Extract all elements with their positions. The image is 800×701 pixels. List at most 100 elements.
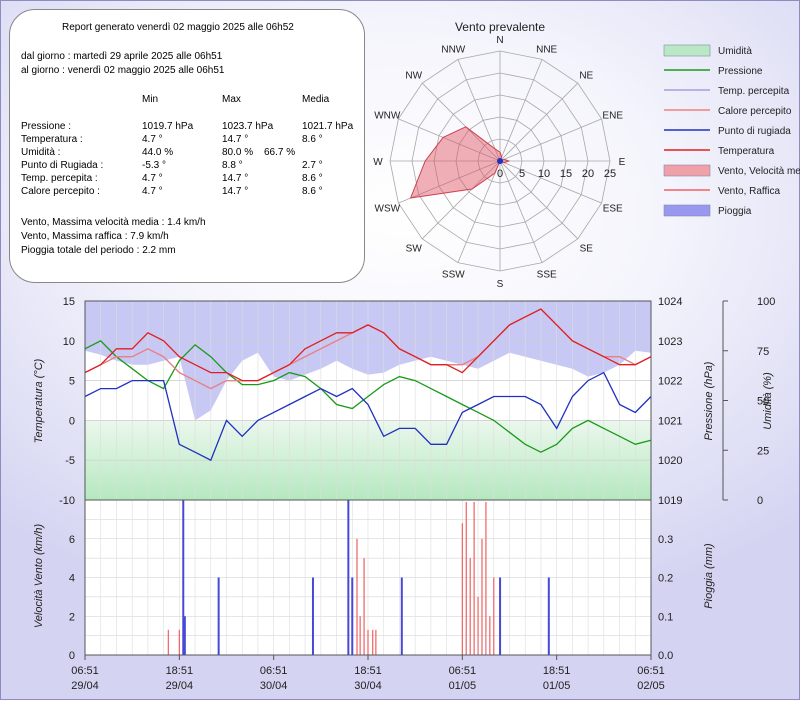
wind-rose-spoke xyxy=(421,82,501,162)
rain-tick-label: 0.3 xyxy=(658,534,673,546)
stats-row-label: Temperatura : xyxy=(21,134,83,145)
y-tick-label: 10 xyxy=(63,336,75,348)
stats-row-max: 80.0 % xyxy=(222,147,254,158)
x-tick-time: 06:51 xyxy=(449,665,477,677)
legend-label: Pioggia xyxy=(718,206,752,217)
wind-direction-label: W xyxy=(373,157,383,168)
legend-label: Umidità xyxy=(718,46,752,57)
stats-row-label: Umidità : xyxy=(21,147,61,158)
stats-row-label: Pressione : xyxy=(21,121,72,132)
x-tick-time: 06:51 xyxy=(637,665,665,677)
series-line xyxy=(84,371,652,462)
humidity-tick-label: 25 xyxy=(757,445,769,457)
wind-rose-scale-label: 20 xyxy=(582,168,594,180)
wind-rain-chart: 6 4 2 0 0.3 0.2 0.1 0.0 Velocità Vento (km/h) Pio… xyxy=(33,499,715,692)
wind-rose-title: Vento prevalente xyxy=(455,20,545,34)
legend-label: Pressione xyxy=(718,66,763,77)
legend-label: Temp. percepita xyxy=(718,86,790,97)
x-tick-time: 18:51 xyxy=(166,665,194,677)
y-tick-label: 15 xyxy=(63,296,75,308)
y-axis-label: Velocità Vento (km/h) xyxy=(33,523,45,628)
pressure-tick-label: 1020 xyxy=(658,455,682,467)
x-tick-time: 18:51 xyxy=(354,665,382,677)
y-tick-label: 4 xyxy=(69,573,75,585)
legend-swatch xyxy=(663,204,711,217)
stats-row-max: 14.7 ° xyxy=(222,134,249,145)
stats-row-max: 1023.7 hPa xyxy=(222,121,274,132)
stats-row-avg: 2.7 ° xyxy=(302,160,323,171)
wind-rose-spoke xyxy=(457,160,501,263)
wind-direction-label: NNW xyxy=(441,44,465,55)
max-wind-gust: Vento, Massima raffica : 7.9 km/h xyxy=(21,231,169,242)
col-header-avg: Media xyxy=(302,94,330,105)
stats-row-avg: 1021.7 hPa xyxy=(302,121,354,132)
wind-direction-label: SSE xyxy=(537,270,557,281)
wind-rose-center-dot xyxy=(497,158,503,164)
x-tick-time: 18:51 xyxy=(543,665,571,677)
wind-direction-label: N xyxy=(496,35,503,46)
report-title: Report generato venerdì 02 maggio 2025 a… xyxy=(62,22,294,33)
stats-row-label: Temp. percepita : xyxy=(21,173,98,184)
pressure-tick-label: 1021 xyxy=(658,415,682,427)
wind-direction-label: SSW xyxy=(442,270,465,281)
wind-direction-label: E xyxy=(619,157,626,168)
x-tick-date: 29/04 xyxy=(166,680,194,692)
stats-row-min: 4.7 ° xyxy=(142,134,163,145)
legend: Umidità Pressione Temp. percepita Calore pe… xyxy=(663,44,800,217)
wind-direction-label: NW xyxy=(405,71,422,82)
total-rain: Pioggia totale del periodo : 2.2 mm xyxy=(21,245,176,256)
rain-tick-label: 0.1 xyxy=(658,611,673,623)
pressure-tick-label: 1022 xyxy=(658,376,682,388)
wind-rose-spoke xyxy=(398,118,501,162)
wind-rose-spoke xyxy=(398,160,501,204)
humidity-tick-label: 100 xyxy=(757,296,775,308)
wind-direction-label: WSW xyxy=(375,204,401,215)
pressure-axis-label: Pressione (hPa) xyxy=(703,361,715,440)
legend-label: Temperatura xyxy=(718,146,775,157)
wind-direction-label: SE xyxy=(580,243,594,254)
stats-row-avg: 8.6 ° xyxy=(302,186,323,197)
legend-swatch xyxy=(663,164,711,177)
max-avg-wind-speed: Vento, Massima velocità media : 1.4 km/h xyxy=(21,217,206,228)
humidity-axis-label: Umidità (%) xyxy=(762,372,774,430)
series-line xyxy=(84,308,652,382)
stats-row-max: 14.7 ° xyxy=(222,186,249,197)
wind-rose-scale-label: 25 xyxy=(604,168,616,180)
stats-row-min: 4.7 ° xyxy=(142,173,163,184)
y-tick-label: 0 xyxy=(69,650,75,662)
humidity-tick-label: 50 xyxy=(757,396,769,408)
rain-axis-label: Pioggia (mm) xyxy=(703,543,715,609)
y-tick-label: 6 xyxy=(69,534,75,546)
x-tick-date: 29/04 xyxy=(71,680,99,692)
wind-rose-spoke xyxy=(499,82,579,162)
x-tick-date: 02/05 xyxy=(637,680,665,692)
stats-row-min: 4.7 ° xyxy=(142,186,163,197)
x-tick-time: 06:51 xyxy=(71,665,99,677)
col-header-max: Max xyxy=(222,94,241,105)
rain-tick-label: 0.2 xyxy=(658,573,673,585)
wind-rose-spoke xyxy=(457,59,501,162)
report-to-date: al giorno : venerdì 02 maggio 2025 alle … xyxy=(21,65,225,76)
wind-direction-label: S xyxy=(497,279,504,290)
stats-row-label: Punto di Rugiada : xyxy=(21,160,104,171)
rain-tick-label: 0.0 xyxy=(658,650,673,662)
y-tick-label: 5 xyxy=(69,376,75,388)
stats-row-min: 44.0 % xyxy=(142,147,174,158)
y-tick-label: -10 xyxy=(59,495,75,507)
wind-rose-scale-label: 15 xyxy=(560,168,572,180)
y-tick-label: -5 xyxy=(65,455,75,467)
wind-rose-spoke xyxy=(499,160,602,204)
wind-rose-series-area xyxy=(409,126,511,199)
stats-row-avg: 8.6 ° xyxy=(302,173,323,184)
temperature-pressure-humidity-chart: 151050-5-1010241023102210211020101910075… xyxy=(33,296,775,507)
stats-row-max: 14.7 ° xyxy=(222,173,249,184)
wind-direction-label: NE xyxy=(579,71,593,82)
stats-row-avg: 66.7 % xyxy=(264,147,296,158)
legend-label: Punto di rugiada xyxy=(718,126,791,137)
wind-direction-label: WNW xyxy=(374,110,401,121)
pressure-tick-label: 1023 xyxy=(658,336,682,348)
y-tick-label: 0 xyxy=(69,415,75,427)
